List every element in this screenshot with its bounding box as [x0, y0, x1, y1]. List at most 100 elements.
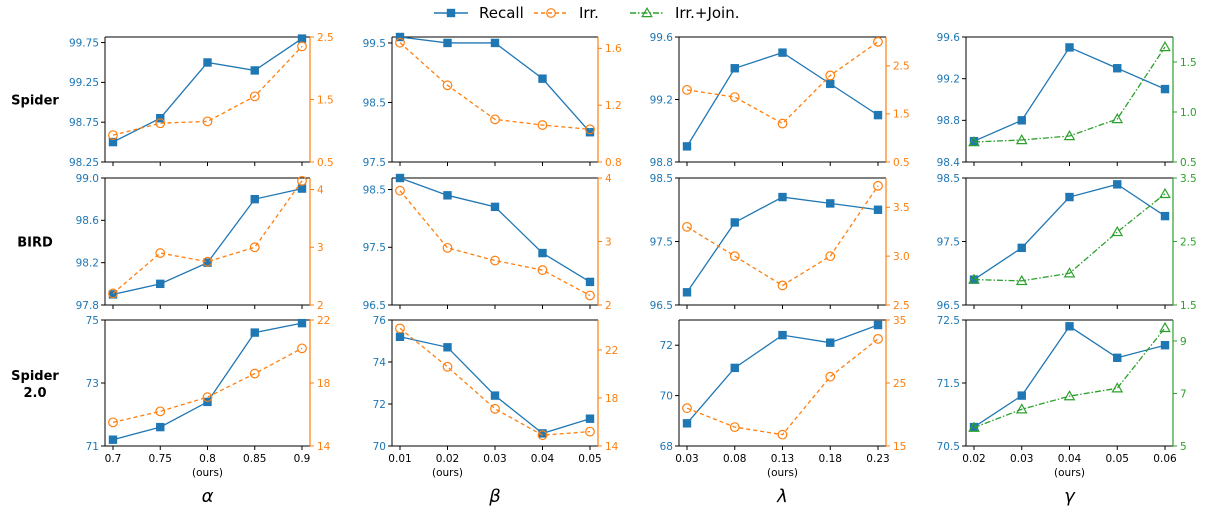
right-tick-label: 15	[893, 441, 906, 453]
left-tick-label: 70	[373, 441, 386, 453]
right-tick-label: 35	[893, 315, 906, 327]
point-irr	[297, 175, 307, 186]
right-tick-label: 0.5	[317, 157, 334, 169]
point-irr	[777, 429, 788, 440]
point-recall	[1160, 84, 1170, 94]
point-irr	[825, 371, 836, 382]
point-recall	[826, 199, 835, 208]
series-line-join	[973, 327, 1166, 429]
series-line-recall	[112, 187, 303, 296]
series-recall	[395, 173, 595, 287]
point-join	[1063, 390, 1076, 401]
left-tick-label: 97.5	[363, 157, 386, 169]
right-tick-label: 2	[605, 300, 612, 312]
point-join	[1063, 129, 1076, 141]
series-line-recall	[112, 38, 303, 143]
left-tick-label: 70	[660, 390, 673, 402]
left-tick-label: 97.5	[650, 236, 673, 248]
param-label: α	[202, 486, 214, 507]
x-tick-label: 0.9	[294, 453, 311, 465]
point-recall	[156, 114, 165, 123]
left-tick-label: 98.75	[69, 117, 99, 129]
left-tick-label: 99.6	[650, 32, 674, 44]
point-irr	[537, 430, 548, 441]
point-irr	[108, 130, 118, 141]
left-tick-label: 71.5	[937, 378, 960, 390]
x-tick-label: 0.13	[771, 453, 794, 465]
point-irr	[777, 118, 788, 129]
point-recall	[730, 218, 739, 227]
point-recall	[395, 32, 405, 42]
series-line-irr	[686, 41, 879, 125]
right-tick-label: 3.5	[1180, 173, 1197, 185]
point-recall	[730, 363, 739, 373]
left-tick-label: 72	[660, 340, 673, 352]
series-line-irr	[112, 180, 303, 294]
point-irr	[249, 242, 260, 253]
point-irr	[395, 37, 405, 48]
point-recall	[203, 258, 212, 267]
point-recall	[108, 290, 118, 299]
series-irr	[395, 185, 595, 301]
right-tick-label: 0.8	[605, 157, 622, 169]
right-tick-label: 1.5	[317, 94, 334, 106]
left-tick-label: 97.8	[76, 300, 99, 312]
right-tick-label: 1.0	[1180, 107, 1197, 119]
left-tick-label: 99.25	[69, 77, 99, 89]
series-irr	[682, 334, 883, 440]
panel-r0-c2: 98.8 99.2 99.6 0.5 1.5 2.5	[650, 32, 910, 169]
x-tick-label: 0.01	[388, 453, 411, 465]
row-label-line: Spider	[11, 369, 59, 384]
panel-r0-c1: 97.5 98.5 99.5 0.8 1.2 1.6	[363, 32, 622, 169]
legend-entry-irr: Irr.	[534, 4, 599, 22]
point-irr	[395, 185, 405, 196]
point-recall	[682, 142, 692, 151]
right-tick-label: 14	[605, 441, 619, 453]
left-tick-label: 97.5	[937, 236, 960, 248]
point-recall	[778, 48, 787, 57]
series-recall	[969, 43, 1170, 146]
right-tick-label: 2.5	[317, 32, 334, 44]
point-recall	[1017, 391, 1026, 400]
point-recall	[682, 288, 692, 297]
point-irr	[297, 343, 307, 354]
legend-marker	[546, 8, 556, 18]
point-recall	[826, 338, 835, 347]
left-tick-label: 75	[86, 315, 99, 327]
x-tick-label: 0.03	[1010, 453, 1033, 465]
point-join	[1015, 133, 1028, 145]
left-tick-label: 99.6	[937, 32, 961, 44]
series-line-irr	[686, 185, 879, 287]
left-tick-label: 99.75	[69, 37, 99, 49]
point-irr	[682, 84, 692, 95]
ours-label: (ours)	[192, 467, 223, 479]
x-tick-label: 0.08	[723, 453, 746, 465]
point-recall	[969, 275, 979, 284]
right-tick-label: 0.5	[893, 157, 910, 169]
panel-r2-c1: 70 72 74 76 14 18 22 0.01 0.02 0.03 0.04 0.05 (ours)	[373, 315, 619, 479]
param-label: β	[488, 486, 501, 507]
panel-r2-c3: 70.5 71.5 72.5 5 7 9 0.02 0.03 0.04 0.05 0.06 (ours…	[937, 315, 1187, 479]
panel-r1-c1: 96.5 97.5 98.5 2 3 4	[363, 173, 612, 312]
point-join	[1159, 40, 1171, 52]
left-tick-label: 74	[373, 357, 387, 369]
point-join	[968, 421, 980, 432]
point-recall	[297, 34, 307, 43]
point-irr	[395, 323, 405, 334]
left-tick-label: 97.5	[363, 242, 386, 254]
left-tick-label: 96.5	[650, 300, 673, 312]
series-irr	[682, 180, 883, 291]
param-label: λ	[776, 486, 788, 507]
legend-label: Recall	[479, 4, 524, 22]
left-tick-label: 98.6	[76, 215, 100, 227]
point-irr	[537, 120, 548, 130]
x-tick-label: 0.02	[436, 453, 459, 465]
point-irr	[585, 124, 595, 135]
series-line-recall	[973, 325, 1166, 428]
series-line-recall	[686, 196, 879, 293]
point-join	[968, 135, 980, 147]
point-join	[1159, 187, 1171, 199]
right-tick-label: 3.5	[893, 202, 910, 214]
panel-r2-c2: 68 70 72 15 25 35 0.03 0.08 0.13 0.18 0.23 (ours)	[660, 315, 907, 479]
